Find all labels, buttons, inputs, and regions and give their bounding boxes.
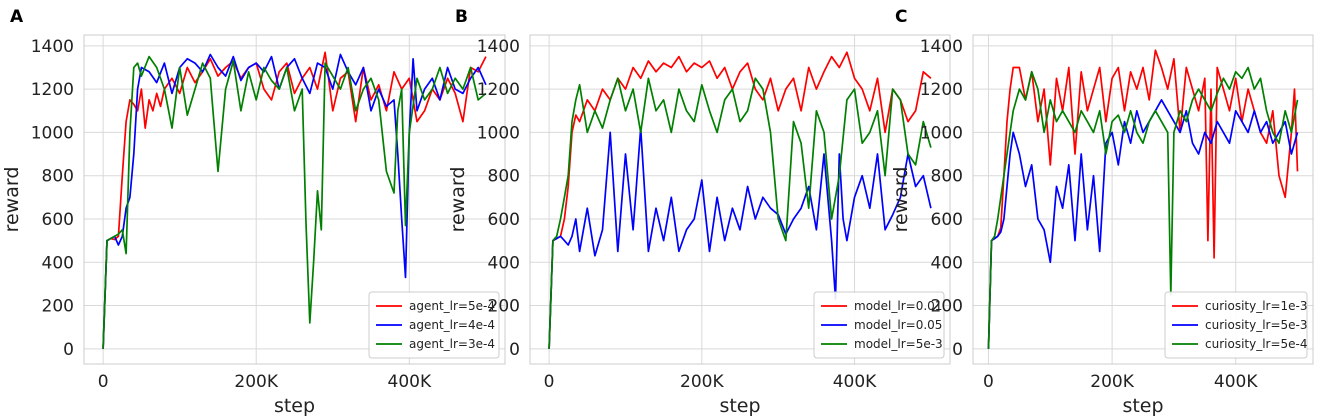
y-tick-label: 1000 [477,123,520,143]
y-tick-label: 1400 [920,37,963,57]
y-tick-label: 1400 [31,37,74,57]
panel-c: C 0 200 400 600 800 1000 1200 1400 0 200K 400K step r… [890,7,1314,417]
legend-box [813,291,945,359]
panel-a: A 0 200 400 600 800 1000 1200 1400 0 200K 400K step r… [1,7,506,417]
x-tick-label: 200K [1090,372,1134,392]
y-tick-label: 1400 [477,37,520,57]
legend: curiosity_lr=1e-3 curiosity_lr=5e-3curios… [1164,291,1308,359]
y-axis-label: reward [890,167,912,233]
y-tick-label: 200 [42,297,74,317]
x-tick-label: 200K [680,372,724,392]
plot-frame [972,34,1314,365]
y-axis-label: reward [447,167,469,233]
x-tick-label: 200K [234,372,278,392]
y-tick-label: 400 [931,253,963,273]
series-line-1 [987,49,1299,349]
y-tick-label: 0 [509,340,520,360]
series-line-2 [987,99,1299,349]
panel-label: A [10,7,24,27]
x-axis-label: step [274,395,315,417]
x-tick-label: 0 [98,372,109,392]
x-axis-label: step [719,395,760,417]
x-tick-label: 400K [388,372,432,392]
series-line-3 [987,66,1299,349]
y-tick-label: 600 [931,210,963,230]
x-tick-label: 0 [983,372,994,392]
legend-box [1164,291,1308,359]
legend-entry: curiosity_lr=1e-3 [1205,299,1308,313]
y-tick-label: 800 [488,167,520,187]
legend-entry: model_lr=5e-3 [854,337,943,351]
panel-label: C [895,7,907,27]
y-tick-label: 600 [42,210,74,230]
y-tick-label: 800 [42,167,74,187]
plot-frame [529,34,951,365]
legend-entry: agent_lr=4e-4 [409,318,495,332]
y-tick-label: 0 [952,340,963,360]
y-tick-label: 400 [42,253,74,273]
y-tick-label: 400 [488,253,520,273]
y-tick-label: 1200 [920,80,963,100]
legend-entry: curiosity_lr=5e-4 [1205,337,1308,351]
y-tick-label: 200 [488,297,520,317]
y-tick-label: 800 [931,167,963,187]
panel-label: B [455,7,468,27]
plot-frame [83,34,506,365]
y-tick-label: 0 [63,340,74,360]
x-tick-label: 0 [544,372,555,392]
series-line-3 [548,77,932,349]
panel-b: B 0 200 400 600 800 1000 1200 1400 0 200K 400K step r… [447,7,951,417]
y-tick-label: 1200 [477,80,520,100]
y-tick-label: 600 [488,210,520,230]
legend: agent_lr=5e-4 agent_lr=4e-4 agent_lr=3e-4 [368,291,500,359]
x-tick-label: 400K [1214,372,1258,392]
y-axis-label: reward [1,167,23,233]
legend-entry: curiosity_lr=5e-3 [1205,318,1308,332]
y-tick-label: 200 [931,297,963,317]
legend-box [368,291,500,359]
series-line-3 [102,55,487,349]
legend-entry: model_lr=0.05 [854,318,942,332]
legend-entry: agent_lr=5e-4 [409,299,495,313]
y-tick-label: 1000 [31,123,74,143]
series-line-1 [548,51,932,349]
legend: model_lr=0.01 model_lr=0.05 model_lr=5e-3 [813,291,945,359]
series-line-2 [548,127,932,349]
legend-entry: model_lr=0.01 [854,299,942,313]
legend-entry: agent_lr=3e-4 [409,337,495,351]
x-axis-label: step [1122,395,1163,417]
y-tick-label: 1000 [920,123,963,143]
y-tick-label: 1200 [31,80,74,100]
x-tick-label: 400K [833,372,877,392]
